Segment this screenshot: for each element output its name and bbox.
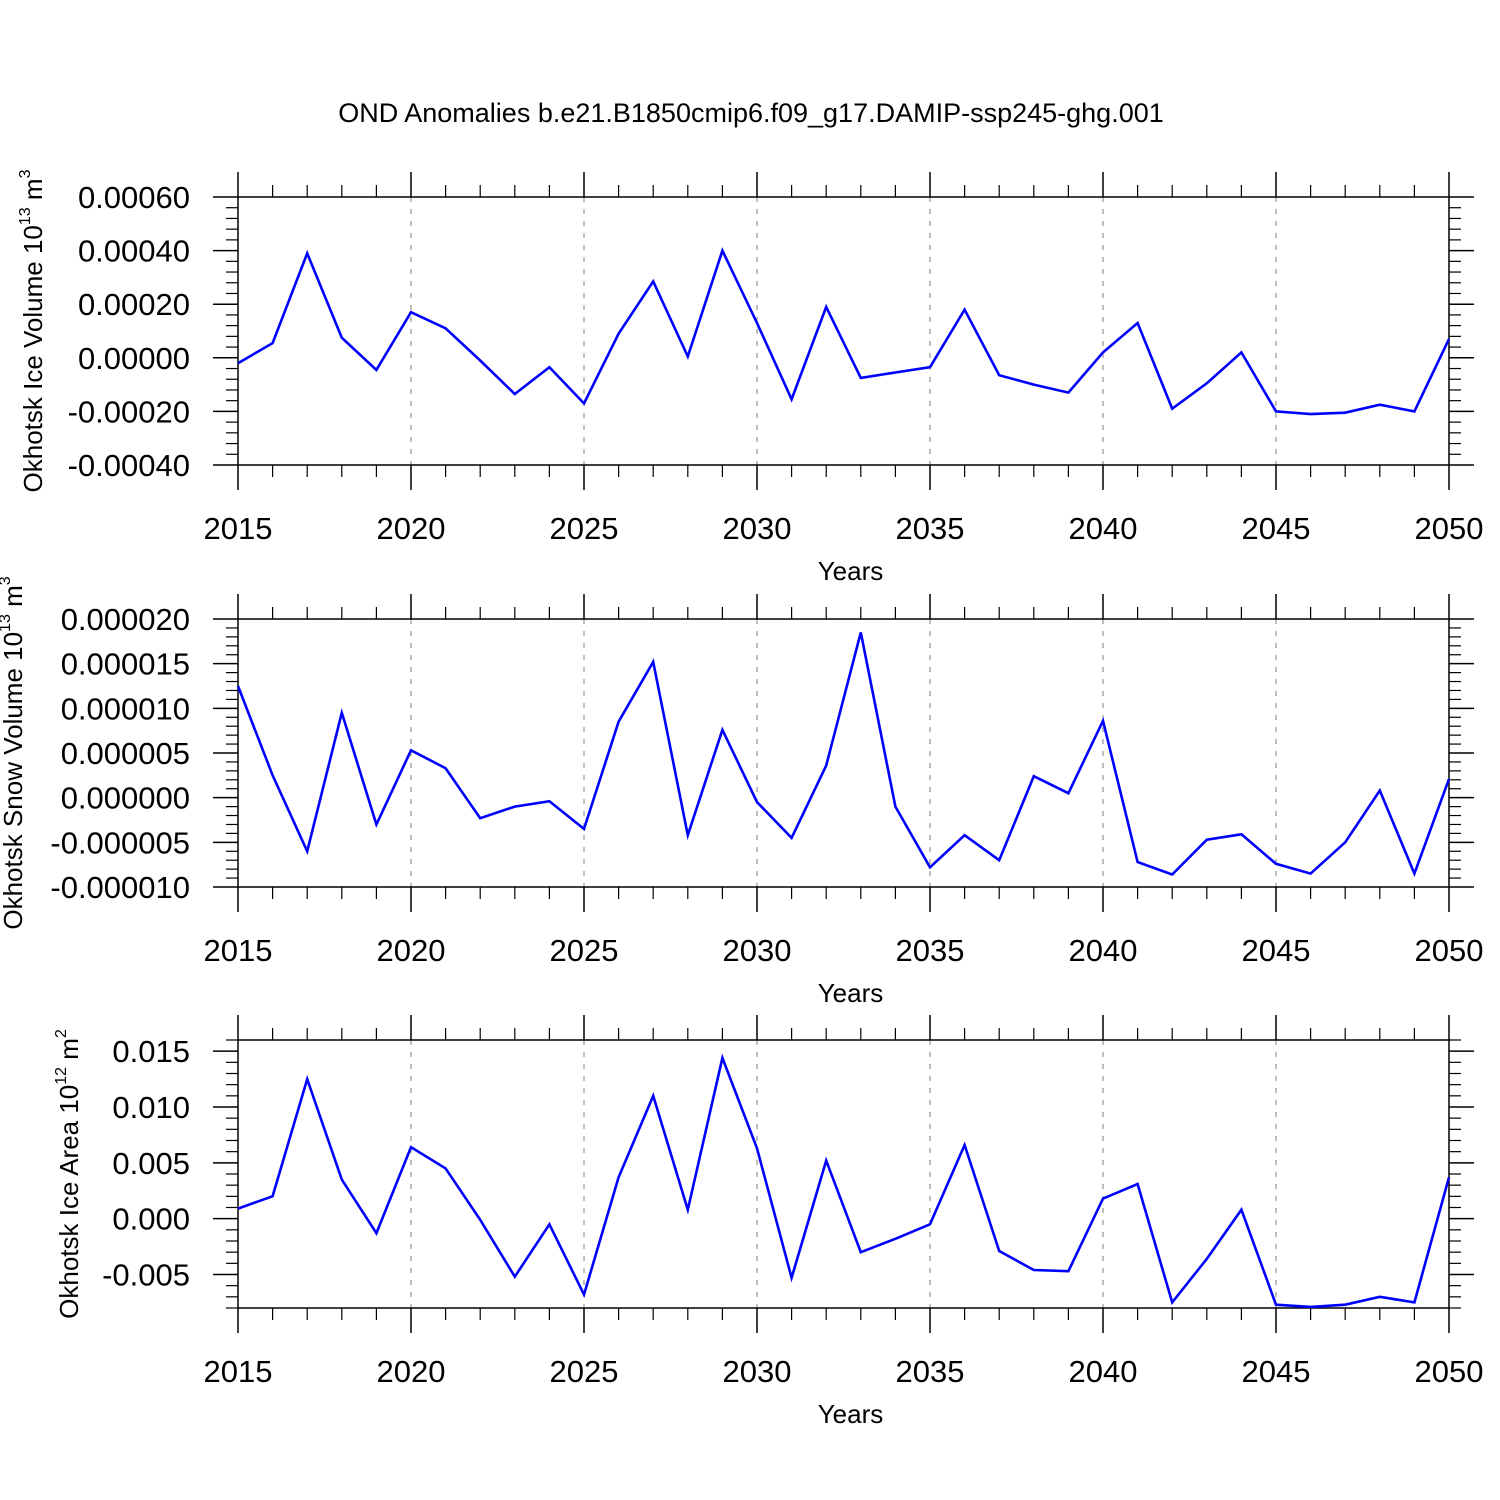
x-tick-label: 2045 xyxy=(1242,511,1311,546)
x-tick-label: 2050 xyxy=(1415,511,1484,546)
y-tick-label: -0.00020 xyxy=(68,394,190,429)
y-tick-label: 0.000 xyxy=(112,1202,190,1237)
y-tick-label: 0.00040 xyxy=(78,234,190,269)
x-tick-label: 2050 xyxy=(1415,1354,1484,1389)
x-tick-label: 2040 xyxy=(1069,933,1138,968)
y-axis-label: Okhotsk Ice Volume 1013 m3 xyxy=(17,169,48,492)
panel-3: 2015 2020 2025 2030 2035 2040 2045 2050 -0.005 0.… xyxy=(53,1015,1483,1429)
y-tick-label: 0.000010 xyxy=(61,691,190,726)
x-tick-label: 2050 xyxy=(1415,933,1484,968)
y-tick-label: -0.005 xyxy=(102,1258,190,1293)
y-tick-label: 0.000020 xyxy=(61,602,190,637)
y-label-exponent: 13 xyxy=(0,614,14,632)
x-tick-label: 2030 xyxy=(723,511,792,546)
x-tick-label: 2015 xyxy=(204,1354,273,1389)
x-tick-label: 2020 xyxy=(377,933,446,968)
x-tick-label: 2025 xyxy=(550,1354,619,1389)
y-tick-label: 0.000005 xyxy=(61,736,190,771)
x-tick-label: 2045 xyxy=(1242,1354,1311,1389)
panels: 2015 2020 2025 2030 2035 2040 2045 2050 -0.00040… xyxy=(0,169,1483,1429)
panel-2: 2015 2020 2025 2030 2035 2040 2045 2050 -0.00001… xyxy=(0,576,1483,1008)
y-tick-label: 0.005 xyxy=(112,1146,190,1181)
y-label-exponent: 12 xyxy=(53,1067,70,1085)
series-line xyxy=(237,1053,1451,1309)
x-tick-label: 2025 xyxy=(550,511,619,546)
y-tick-label: -0.00040 xyxy=(68,448,190,483)
y-label-prefix: Okhotsk Ice Volume 10 xyxy=(18,225,48,492)
plot-frame xyxy=(237,196,1450,466)
y-tick-label: -0.000010 xyxy=(50,870,190,905)
y-tick-label: 0.000000 xyxy=(61,781,190,816)
x-tick-label: 2025 xyxy=(550,933,619,968)
y-label-unit: m xyxy=(54,1038,84,1067)
x-tick-label: 2040 xyxy=(1069,1354,1138,1389)
x-tick-label: 2015 xyxy=(204,511,273,546)
y-tick-label: 0.010 xyxy=(112,1090,190,1125)
x-tick-label: 2020 xyxy=(377,1354,446,1389)
y-tick-label: -0.000005 xyxy=(50,825,190,860)
y-axis-label: Okhotsk Snow Volume 1013 m3 xyxy=(0,576,28,929)
series-line xyxy=(237,247,1451,416)
x-tick-label: 2030 xyxy=(723,933,792,968)
y-tick-label: 0.00020 xyxy=(78,287,190,322)
y-label-exponent: 13 xyxy=(17,207,34,225)
x-tick-label: 2020 xyxy=(377,511,446,546)
plot-frame xyxy=(237,618,1450,888)
x-tick-label: 2045 xyxy=(1242,933,1311,968)
x-tick-label: 2035 xyxy=(896,933,965,968)
y-tick-label: 0.015 xyxy=(112,1034,190,1069)
y-label-unit-exponent: 2 xyxy=(53,1029,70,1038)
y-axis-label: Okhotsk Ice Area 1012 m2 xyxy=(53,1029,84,1319)
x-axis-label: Years xyxy=(818,978,884,1008)
x-tick-label: 2035 xyxy=(896,511,965,546)
y-label-unit: m xyxy=(18,178,48,207)
y-label-prefix: Okhotsk Snow Volume 10 xyxy=(0,632,28,930)
y-label-unit: m xyxy=(0,585,28,614)
x-tick-label: 2040 xyxy=(1069,511,1138,546)
x-tick-label: 2030 xyxy=(723,1354,792,1389)
y-label-unit-exponent: 3 xyxy=(0,576,14,585)
plot-frame xyxy=(237,1039,1450,1309)
x-tick-label: 2035 xyxy=(896,1354,965,1389)
x-tick-label: 2015 xyxy=(204,933,273,968)
y-label-unit-exponent: 3 xyxy=(17,169,34,178)
y-tick-label: 0.00060 xyxy=(78,180,190,215)
x-axis-label: Years xyxy=(818,556,884,586)
chart-title: OND Anomalies b.e21.B1850cmip6.f09_g17.D… xyxy=(338,98,1164,128)
series-line xyxy=(236,632,1451,878)
y-tick-label: 0.000015 xyxy=(61,647,190,682)
panel-1: 2015 2020 2025 2030 2035 2040 2045 2050 -0.00040… xyxy=(17,169,1483,586)
y-tick-label: 0.00000 xyxy=(78,341,190,376)
x-axis-label: Years xyxy=(818,1399,884,1429)
y-label-prefix: Okhotsk Ice Area 10 xyxy=(54,1085,84,1319)
